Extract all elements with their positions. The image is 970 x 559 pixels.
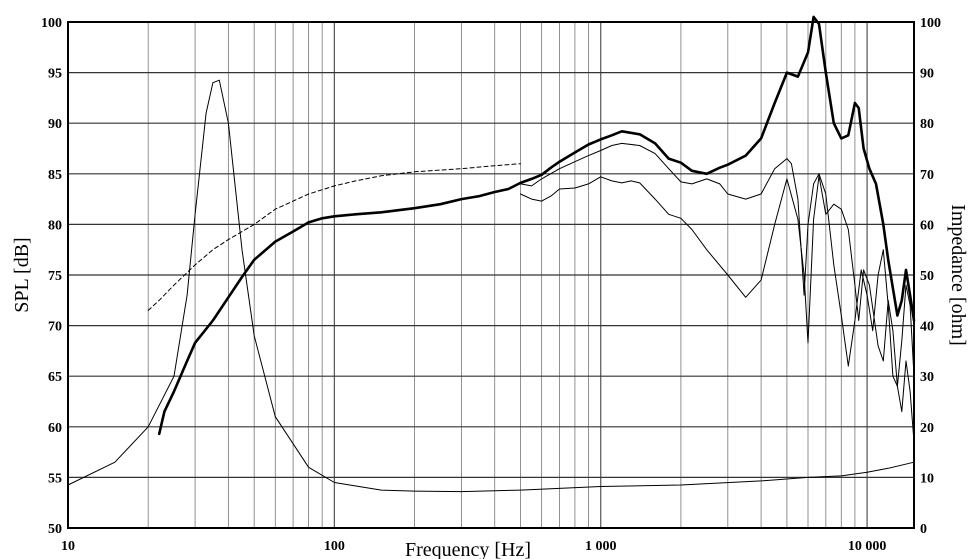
- y-tick-label: 85: [48, 168, 62, 183]
- y-tick-label: 90: [48, 117, 62, 132]
- y-tick-label: 50: [48, 522, 62, 537]
- y-tick-label: 75: [48, 269, 62, 284]
- y2-tick-label: 90: [920, 67, 934, 82]
- y-tick-label: 80: [48, 218, 62, 233]
- y-tick-label: 100: [41, 16, 62, 31]
- y2-tick-label: 60: [920, 218, 934, 233]
- y2-tick-label: 40: [920, 320, 934, 335]
- y-axis-title: SPL [dB]: [11, 237, 33, 312]
- y2-tick-label: 0: [920, 522, 927, 537]
- x-axis-ticks: 10 100 1 000 10 000: [61, 539, 886, 554]
- series-line-4: [67, 79, 915, 493]
- y2-tick-label: 70: [920, 168, 934, 183]
- y-tick-label: 70: [48, 320, 62, 335]
- y2-tick-label: 20: [920, 421, 934, 436]
- y2-tick-label: 80: [920, 117, 934, 132]
- chart-series-group: [67, 15, 916, 493]
- y-tick-label: 65: [48, 370, 62, 385]
- y2-tick-label: 50: [920, 269, 934, 284]
- plot-frame: [67, 21, 915, 529]
- chart-grid: [67, 21, 914, 529]
- y2-tick-label: 10: [920, 471, 934, 486]
- x-tick-label: 10: [61, 539, 75, 554]
- x-tick-label: 10 000: [848, 539, 887, 554]
- y2-tick-label: 100: [920, 16, 941, 31]
- x-tick-label: 100: [324, 539, 345, 554]
- x-axis-title: Frequency [Hz]: [405, 539, 531, 559]
- y-axis-right-ticks: 0 10 20 30 40 50 60 70 80 90 100: [920, 16, 941, 537]
- y-tick-label: 95: [48, 67, 62, 82]
- series-line-3: [520, 175, 915, 443]
- series-line-5: [147, 163, 521, 311]
- series-line-1: [157, 15, 916, 436]
- y2-axis-title: Impedance [ohm]: [947, 204, 969, 346]
- series-line-2: [520, 142, 915, 387]
- y-axis-left-ticks: 50 55 60 65 70 75 80 85 90 95 100: [41, 16, 62, 537]
- x-tick-label: 1 000: [585, 539, 617, 554]
- y2-tick-label: 30: [920, 370, 934, 385]
- y-tick-label: 60: [48, 421, 62, 436]
- y-tick-label: 55: [48, 471, 62, 486]
